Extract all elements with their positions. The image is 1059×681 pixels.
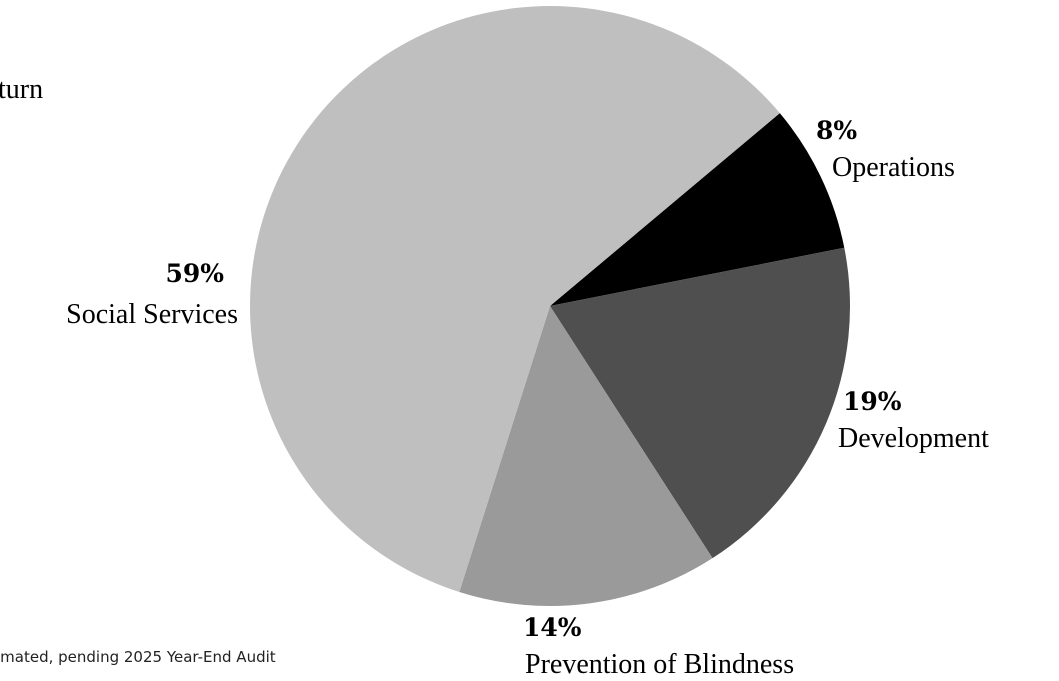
slice-category-label-development: Development [838, 423, 989, 454]
pie-slice-operations [550, 113, 845, 306]
pie-slice-prevention-of-blindness [459, 306, 713, 606]
footnote: imated, pending 2025 Year-End Audit [0, 648, 276, 666]
slice-category-label-social-services: Social Services [66, 299, 238, 330]
slice-percent-label-prevention-of-blindness: 14% [523, 613, 582, 642]
slice-percent-label-social-services: 59% [165, 259, 224, 288]
slice-category-label-prevention-of-blindness: Prevention of Blindness [525, 649, 794, 680]
pie-slice-development [550, 247, 850, 559]
slice-category-label-operations: Operations [832, 152, 955, 183]
pie-slice-social-services [250, 6, 780, 592]
slice-percent-label-operations: 8% [816, 116, 857, 145]
slice-percent-label-development: 19% [843, 387, 902, 416]
truncated-title-fragment: turn [0, 74, 44, 105]
